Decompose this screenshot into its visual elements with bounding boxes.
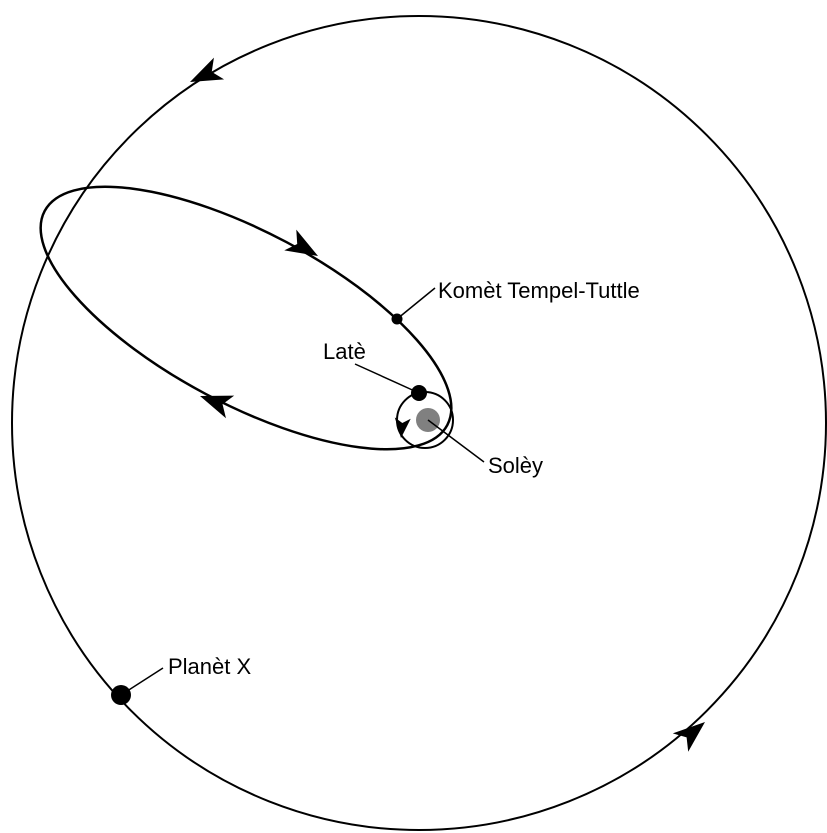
leader-line <box>427 419 485 463</box>
arrows <box>190 57 705 752</box>
arrow <box>284 229 318 256</box>
arrow <box>200 395 235 419</box>
earth <box>411 385 427 401</box>
leader-lines <box>120 287 485 696</box>
arrow <box>672 722 705 752</box>
comet-label: Komèt Tempel-Tuttle <box>438 278 640 303</box>
comet-orbit <box>39 185 453 451</box>
earth-label: Latè <box>323 339 366 364</box>
sun-label: Solèy <box>488 453 543 478</box>
leader-line <box>354 363 420 394</box>
arrow <box>190 57 225 82</box>
planet-label: Planèt X <box>168 654 251 679</box>
arrow <box>394 417 411 438</box>
comet <box>391 313 403 325</box>
planet-x <box>111 685 131 705</box>
planet-x-orbit <box>11 15 827 831</box>
leader-line <box>396 287 436 320</box>
